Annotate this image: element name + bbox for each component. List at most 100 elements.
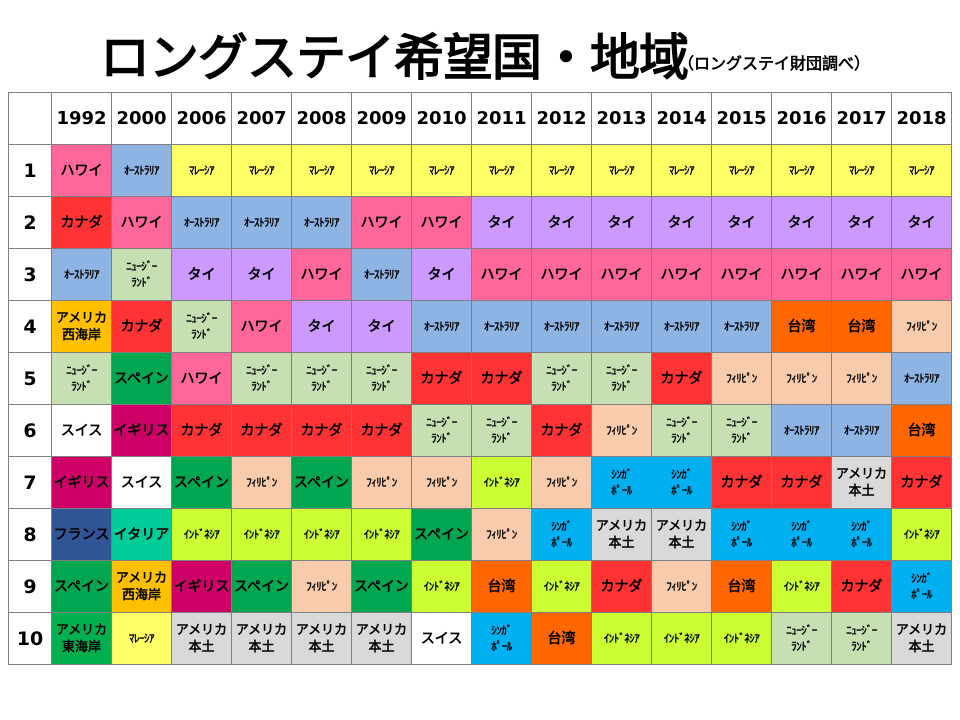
country-cell: ｵｰｽﾄﾗﾘｱ (831, 404, 892, 457)
country-cell: イギリス (171, 560, 232, 613)
country-cell: カナダ (111, 300, 172, 353)
country-label: ﾌｨﾘﾋﾟﾝ (666, 579, 697, 593)
country-cell: アメリカ 西海岸 (111, 560, 172, 613)
country-label: カナダ (480, 370, 523, 387)
country-cell: スペイン (231, 560, 292, 613)
rank-number: 2 (8, 196, 52, 249)
country-cell: アメリカ 西海岸 (51, 300, 112, 353)
country-cell: タイ (471, 196, 532, 249)
rank-number: 1 (8, 144, 52, 197)
country-cell: ﾆｭｰｼﾞｰ ﾗﾝﾄﾞ (771, 612, 832, 665)
country-cell: ﾌｨﾘﾋﾟﾝ (771, 352, 832, 405)
rank-number: 6 (8, 404, 52, 457)
country-label: ﾌｨﾘﾋﾟﾝ (726, 371, 757, 385)
country-label: アメリカ 本土 (895, 622, 948, 655)
country-label: ハワイ (360, 214, 403, 231)
country-cell: ｼﾝｶﾞ ﾎﾟｰﾙ (891, 560, 952, 613)
country-label: ハワイ (60, 162, 103, 179)
country-cell: ハワイ (411, 196, 472, 249)
country-cell: ﾌｨﾘﾋﾟﾝ (351, 456, 412, 509)
country-label: 台湾 (847, 318, 876, 335)
country-label: ｲﾝﾄﾞﾈｼｱ (483, 475, 520, 489)
country-cell: ハワイ (531, 248, 592, 301)
country-cell: タイ (411, 248, 472, 301)
country-cell: ハワイ (51, 144, 112, 197)
country-cell: スペイン (351, 560, 412, 613)
country-label: タイ (547, 214, 576, 231)
country-cell: カナダ (351, 404, 412, 457)
country-cell: ｼﾝｶﾞ ﾎﾟｰﾙ (531, 508, 592, 561)
country-label: タイ (487, 214, 516, 231)
country-label: ﾏﾚｰｼｱ (249, 163, 275, 177)
country-label: カナダ (300, 422, 343, 439)
country-cell: ﾆｭｰｼﾞｰ ﾗﾝﾄﾞ (651, 404, 712, 457)
country-label: 台湾 (787, 318, 816, 335)
country-cell: ﾌｨﾘﾋﾟﾝ (531, 456, 592, 509)
country-cell: ﾏﾚｰｼｱ (111, 612, 172, 665)
country-label: スペイン (293, 474, 350, 491)
country-label: タイ (607, 214, 636, 231)
country-label: タイ (307, 318, 336, 335)
country-cell: ハワイ (471, 248, 532, 301)
page-title: ロングステイ希望国・地域 (100, 29, 689, 87)
country-cell: ｼﾝｶﾞ ﾎﾟｰﾙ (831, 508, 892, 561)
country-label: ﾏﾚｰｼｱ (309, 163, 335, 177)
country-label: カナダ (720, 474, 763, 491)
country-cell: アメリカ 本土 (231, 612, 292, 665)
country-label: ハワイ (120, 214, 163, 231)
rank-row: 3 ｵｰｽﾄﾗﾘｱ ﾆｭｰｼﾞｰ ﾗﾝﾄﾞ タイ タイ ハワイ ｵｰｽﾄﾗﾘｱ タイ ハワイ ハワイ… (8, 248, 952, 301)
country-label: ｼﾝｶﾞ ﾎﾟｰﾙ (491, 623, 512, 653)
country-label: フランス (53, 526, 110, 543)
country-cell: アメリカ 本土 (591, 508, 652, 561)
country-label: アメリカ 西海岸 (115, 570, 168, 603)
country-cell: カナダ (651, 352, 712, 405)
rank-number: 7 (8, 456, 52, 509)
country-cell: スペイン (291, 456, 352, 509)
country-label: タイ (427, 266, 456, 283)
country-label: ﾌｨﾘﾋﾟﾝ (426, 475, 457, 489)
country-cell: ｼﾝｶﾞ ﾎﾟｰﾙ (651, 456, 712, 509)
country-label: 台湾 (907, 422, 936, 439)
country-label: ハワイ (840, 266, 883, 283)
country-label: アメリカ 本土 (295, 622, 348, 655)
country-label: アメリカ 東海岸 (55, 622, 108, 655)
rank-row: 2 カナダ ハワイ ｵｰｽﾄﾗﾘｱ ｵｰｽﾄﾗﾘｱ ｵｰｽﾄﾗﾘｱ ハワイ ハワイ タイ タイ タイ… (8, 196, 952, 249)
year-header: 2017 (831, 92, 892, 145)
page-subtitle: （ロングステイ財団調べ） (678, 54, 871, 73)
country-label: ｵｰｽﾄﾗﾘｱ (844, 423, 880, 437)
country-label: ﾌｨﾘﾋﾟﾝ (366, 475, 397, 489)
country-cell: スイス (51, 404, 112, 457)
country-cell: カナダ (171, 404, 232, 457)
country-cell: タイ (591, 196, 652, 249)
country-cell: イギリス (51, 456, 112, 509)
country-label: ﾆｭｰｼﾞｰ ﾗﾝﾄﾞ (126, 259, 157, 289)
title-area: ロングステイ希望国・地域 （ロングステイ財団調べ） (0, 10, 960, 88)
rank-row: 1 ハワイ ｵｰｽﾄﾗﾘｱ ﾏﾚｰｼｱ ﾏﾚｰｼｱ ﾏﾚｰｼｱ ﾏﾚｰｼｱ ﾏﾚｰｼｱ ﾏﾚｰｼ… (8, 144, 952, 197)
country-cell: タイ (351, 300, 412, 353)
country-label: ｵｰｽﾄﾗﾘｱ (364, 267, 400, 281)
rank-row: 8 フランス イタリア ｲﾝﾄﾞﾈｼｱ ｲﾝﾄﾞﾈｼｱ ｲﾝﾄﾞﾈｼｱ ｲﾝﾄﾞﾈｼｱ スペイ… (8, 508, 952, 561)
country-label: ハワイ (600, 266, 643, 283)
country-label: カナダ (600, 578, 643, 595)
country-label: スペイン (173, 474, 230, 491)
country-label: ｵｰｽﾄﾗﾘｱ (244, 215, 280, 229)
country-cell: ハワイ (651, 248, 712, 301)
country-cell: ﾏﾚｰｼｱ (351, 144, 412, 197)
country-cell: タイ (231, 248, 292, 301)
country-label: イタリア (113, 526, 170, 543)
country-label: ﾏﾚｰｼｱ (189, 163, 215, 177)
country-label: スペイン (113, 370, 170, 387)
country-cell: ｲﾝﾄﾞﾈｼｱ (651, 612, 712, 665)
year-header: 2018 (891, 92, 952, 145)
country-label: ﾆｭｰｼﾞｰ ﾗﾝﾄﾞ (186, 311, 217, 341)
country-label: ﾆｭｰｼﾞｰ ﾗﾝﾄﾞ (666, 415, 697, 445)
country-cell: ﾆｭｰｼﾞｰ ﾗﾝﾄﾞ (351, 352, 412, 405)
country-cell: ｵｰｽﾄﾗﾘｱ (351, 248, 412, 301)
country-label: ハワイ (180, 370, 223, 387)
country-cell: イギリス (111, 404, 172, 457)
country-label: タイ (367, 318, 396, 335)
country-label: アメリカ 本土 (175, 622, 228, 655)
country-label: 台湾 (547, 630, 576, 647)
country-cell: ハワイ (111, 196, 172, 249)
country-cell: ｵｰｽﾄﾗﾘｱ (231, 196, 292, 249)
